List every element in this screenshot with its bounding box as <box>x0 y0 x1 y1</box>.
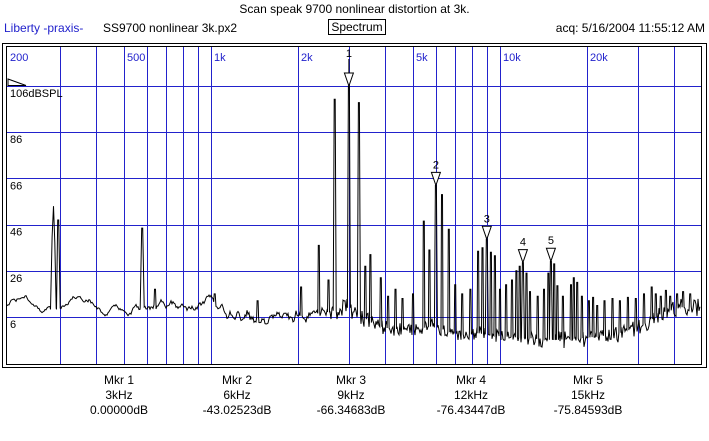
marker-level: -75.84593dB <box>553 403 623 417</box>
marker-frequency: 15kHz <box>570 388 606 402</box>
spectrum-trace <box>6 85 701 349</box>
freq-tick-label: 2k <box>301 52 313 64</box>
marker-frequency: 9kHz <box>337 388 365 402</box>
marker-frequency: 12kHz <box>453 388 489 402</box>
marker-table: Mkr 1 3kHz 0.00000dB Mkr 2 6kHz -43.0252… <box>0 373 709 433</box>
marker-2-readout: Mkr 2 6kHz -43.02523dB <box>203 373 272 418</box>
freq-tick-label: 200 <box>10 52 28 64</box>
marker-number-label: 2 <box>433 159 439 171</box>
db-tick-label: 6 <box>10 319 16 331</box>
marker-name: Mkr 2 <box>221 373 252 387</box>
freq-tick-label: 10k <box>503 52 521 64</box>
freq-tick-label: 500 <box>127 52 145 64</box>
marker-triangle-icon <box>517 249 529 265</box>
marker-3[interactable]: 3 <box>481 213 493 241</box>
db-tick-label: 86 <box>10 134 22 146</box>
grid <box>7 47 701 364</box>
marker-triangle-icon <box>545 247 557 263</box>
db-tick-label: 66 <box>10 180 22 192</box>
freq-tick-label: 20k <box>590 52 608 64</box>
marker-triangle-icon <box>343 72 355 88</box>
marker-frequency: 6kHz <box>223 388 251 402</box>
marker-5-readout: Mkr 5 15kHz -75.84593dB <box>554 373 623 418</box>
acquisition-time: acq: 5/16/2004 11:55:12 AM <box>555 21 705 35</box>
marker-triangle-icon <box>481 225 493 241</box>
marker-2[interactable]: 2 <box>430 159 442 187</box>
db-tick-label: 106dBSPL <box>10 88 63 100</box>
marker-number-label: 3 <box>484 213 490 225</box>
marker-name: Mkr 5 <box>572 373 603 387</box>
reference-level-pointer <box>7 78 27 86</box>
marker-3-readout: Mkr 3 9kHz -66.34683dB <box>317 373 386 418</box>
marker-level: -66.34683dB <box>316 403 386 417</box>
marker-1[interactable]: 1 <box>343 48 355 88</box>
marker-name: Mkr 3 <box>335 373 366 387</box>
plot-outer-border <box>2 43 707 368</box>
marker-number-label: 1 <box>346 48 352 60</box>
app-name: Liberty -praxis- <box>4 21 84 35</box>
marker-level: -76.43447dB <box>436 403 506 417</box>
view-mode-button[interactable]: Spectrum <box>328 19 386 35</box>
page-title: Scan speak 9700 nonlinear distortion at … <box>239 2 470 16</box>
marker-1-readout: Mkr 1 3kHz 0.00000dB <box>90 373 148 418</box>
marker-triangle-icon <box>430 171 442 187</box>
marker-frequency: 3kHz <box>105 388 133 402</box>
marker-number-label: 4 <box>520 237 526 249</box>
db-tick-label: 46 <box>10 227 22 239</box>
marker-5[interactable]: 5 <box>545 235 557 263</box>
file-name: SS9700 nonlinear 3k.px2 <box>103 21 238 35</box>
marker-4[interactable]: 4 <box>517 237 529 265</box>
db-tick-label: 26 <box>10 273 22 285</box>
marker-4-readout: Mkr 4 12kHz -76.43447dB <box>437 373 506 418</box>
marker-level: -43.02523dB <box>202 403 272 417</box>
freq-tick-label: 5k <box>416 52 428 64</box>
plot-inner-border <box>6 46 702 365</box>
marker-number-label: 5 <box>548 235 554 247</box>
freq-tick-label: 1k <box>214 52 226 64</box>
marker-name: Mkr 1 <box>104 373 134 387</box>
marker-name: Mkr 4 <box>455 373 486 387</box>
marker-level: 0.00000dB <box>89 403 149 417</box>
